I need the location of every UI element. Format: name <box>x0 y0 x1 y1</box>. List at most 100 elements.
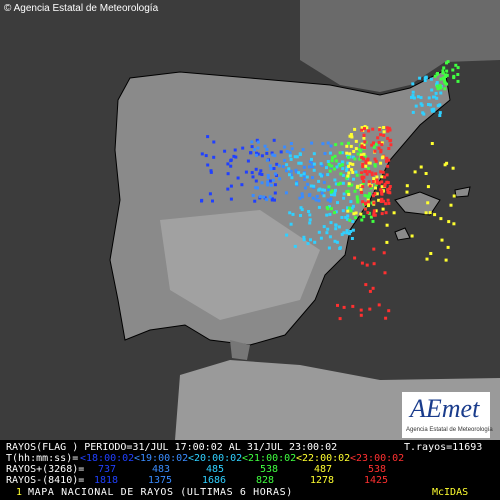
strike <box>370 143 374 147</box>
strike <box>285 163 289 167</box>
strike <box>273 198 276 202</box>
strike <box>434 91 438 95</box>
strike <box>428 103 432 107</box>
strike <box>380 192 384 196</box>
strike <box>452 194 456 198</box>
strike <box>272 138 276 142</box>
strike <box>260 181 264 185</box>
strike <box>253 199 257 203</box>
logo-name: AEmet <box>410 394 480 423</box>
strike <box>290 176 294 180</box>
strike <box>442 77 446 81</box>
strike <box>271 178 275 182</box>
negative-count: 1818 <box>94 475 119 486</box>
strike <box>308 165 311 169</box>
strike <box>387 158 391 162</box>
strike <box>309 184 313 188</box>
strike <box>334 182 338 186</box>
logo: AEmet Agencia Estatal de Meteorología <box>402 392 493 438</box>
strike <box>368 289 372 293</box>
strike <box>326 227 330 231</box>
strike <box>353 157 357 161</box>
strike <box>288 173 291 177</box>
strike <box>258 195 262 199</box>
strike <box>277 164 281 168</box>
strike <box>382 130 386 134</box>
strike <box>345 190 349 194</box>
strike <box>342 196 346 200</box>
strike <box>439 217 443 221</box>
strike <box>346 206 349 210</box>
strike <box>290 147 294 151</box>
strike <box>364 201 368 205</box>
strike <box>251 194 255 197</box>
strike <box>364 283 368 287</box>
strike <box>260 173 264 176</box>
strike <box>385 159 388 163</box>
strike <box>375 178 379 182</box>
strike <box>366 202 370 206</box>
strike <box>340 232 344 236</box>
strike <box>426 185 430 189</box>
positive-count: 485 <box>206 464 225 475</box>
strike <box>326 173 330 177</box>
strike <box>354 211 358 215</box>
strike <box>256 140 260 144</box>
strike <box>348 152 352 156</box>
strike <box>310 161 314 165</box>
strike <box>424 211 428 215</box>
strike <box>328 199 332 203</box>
strike <box>385 156 389 160</box>
strike <box>364 159 368 163</box>
strike <box>449 203 453 207</box>
strike <box>283 145 287 149</box>
ibiza <box>394 227 411 241</box>
strike <box>327 188 330 192</box>
strike <box>381 207 385 211</box>
strike <box>386 188 390 192</box>
strike <box>424 76 428 80</box>
strike <box>366 166 370 170</box>
strike <box>368 161 372 165</box>
strike <box>317 230 321 234</box>
period: <22:00:02 <box>296 453 351 464</box>
strike <box>320 163 324 167</box>
strike <box>256 186 259 190</box>
strike <box>345 144 349 148</box>
strike <box>386 129 390 133</box>
strike <box>302 172 306 176</box>
strike <box>319 236 323 240</box>
strike <box>359 212 363 216</box>
strike <box>347 184 351 188</box>
strike <box>288 154 292 158</box>
strike <box>361 200 365 204</box>
strike <box>359 173 363 177</box>
strike <box>346 156 350 159</box>
strike <box>315 194 319 198</box>
strike <box>345 176 349 180</box>
strike <box>386 198 390 202</box>
strike <box>330 207 333 211</box>
strike <box>362 175 366 179</box>
strike <box>289 173 293 177</box>
strike <box>374 183 378 187</box>
strike <box>347 171 351 175</box>
strike <box>380 180 384 184</box>
strike <box>301 195 304 199</box>
strike <box>302 165 306 169</box>
strike <box>372 201 376 205</box>
strike <box>368 307 372 311</box>
strike <box>311 176 314 180</box>
strike <box>298 196 302 200</box>
strike <box>268 195 272 199</box>
strike <box>444 258 448 262</box>
strike <box>416 95 420 99</box>
strike <box>361 185 365 189</box>
strike <box>374 143 378 146</box>
strike <box>325 231 329 235</box>
strike <box>384 316 388 320</box>
strike <box>383 271 387 275</box>
strike <box>411 110 415 114</box>
strike <box>347 192 351 196</box>
strike <box>317 199 321 203</box>
